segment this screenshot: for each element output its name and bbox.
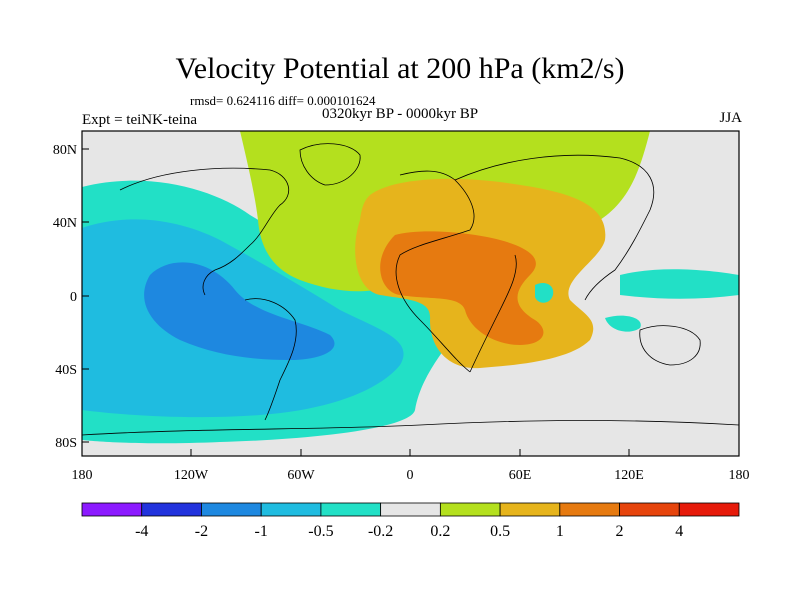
y-tick-label: 40N	[53, 216, 77, 231]
colorbar-label: -0.2	[368, 523, 393, 540]
colorbar-label: -4	[135, 523, 148, 540]
experiment-label: Expt = teiNK-teina	[82, 112, 198, 128]
x-tick-label: 120E	[614, 468, 644, 483]
coastline-australia	[639, 325, 701, 366]
y-tick-label: 40S	[55, 363, 77, 378]
colorbar-label: -1	[255, 523, 268, 540]
colorbar-swatch	[439, 502, 501, 517]
colorbar-swatch	[201, 502, 262, 517]
blue-negative-core	[144, 262, 335, 360]
colorbar-swatch	[619, 502, 680, 517]
y-axis: 80N 40N 0 40S 80S	[53, 143, 89, 451]
colorbar-swatch	[81, 502, 143, 517]
teal-indian-patch	[535, 283, 554, 303]
coastline-asia	[454, 154, 655, 301]
colorbar-label: 2	[616, 523, 624, 540]
period-label: 0320kyr BP - 0000kyr BP	[321, 106, 479, 122]
colorbar: -4 -2 -1 -0.5 -0.2 0.2 0.5 1 2 4	[81, 502, 740, 540]
colorbar-label: 1	[556, 523, 564, 540]
rmsd-diff-stats: rmsd= 0.624116 diff= 0.000101624	[190, 93, 376, 108]
colorbar-label: 0.2	[430, 523, 450, 540]
colorbar-label: 0.5	[490, 523, 510, 540]
teal-pacific-patch	[620, 269, 739, 299]
x-tick-label: 60E	[509, 468, 532, 483]
season-label: JJA	[719, 110, 742, 126]
coastline-greenland	[299, 143, 361, 186]
coastline-europe-africa	[395, 170, 475, 373]
x-tick-label: 0	[407, 468, 414, 483]
colorbar-swatch	[260, 502, 322, 517]
colorbar-swatch	[320, 502, 382, 517]
y-tick-label: 80S	[55, 436, 77, 451]
coastline-antarctica	[82, 420, 739, 436]
colorbar-label: -0.5	[308, 523, 333, 540]
colorbar-swatch	[678, 502, 740, 517]
x-tick-label: 60W	[287, 468, 315, 483]
colorbar-swatch	[499, 502, 561, 517]
x-tick-label: 180	[729, 468, 750, 483]
y-tick-label: 80N	[53, 143, 77, 158]
x-tick-label: 180	[72, 468, 93, 483]
colorbar-swatch	[380, 502, 441, 517]
colorbar-swatch	[141, 502, 202, 517]
map-title: Velocity Potential at 200 hPa (km2/s)	[175, 52, 625, 85]
colorbar-swatch	[559, 502, 620, 517]
contour-field	[82, 131, 739, 456]
teal-southern-patch	[605, 315, 641, 332]
colorbar-label: 4	[675, 523, 683, 540]
coastline-north-america	[119, 167, 290, 296]
colorbar-label: -2	[195, 523, 208, 540]
y-tick-label: 0	[70, 290, 77, 305]
x-axis: 180 120W 60W 0 60E 120E 180	[72, 449, 750, 483]
x-tick-label: 120W	[174, 468, 209, 483]
coastline-south-america	[244, 298, 297, 421]
coastline-east-africa	[469, 254, 517, 373]
darkorange-positive-core	[380, 231, 544, 345]
coastlines	[82, 143, 739, 436]
